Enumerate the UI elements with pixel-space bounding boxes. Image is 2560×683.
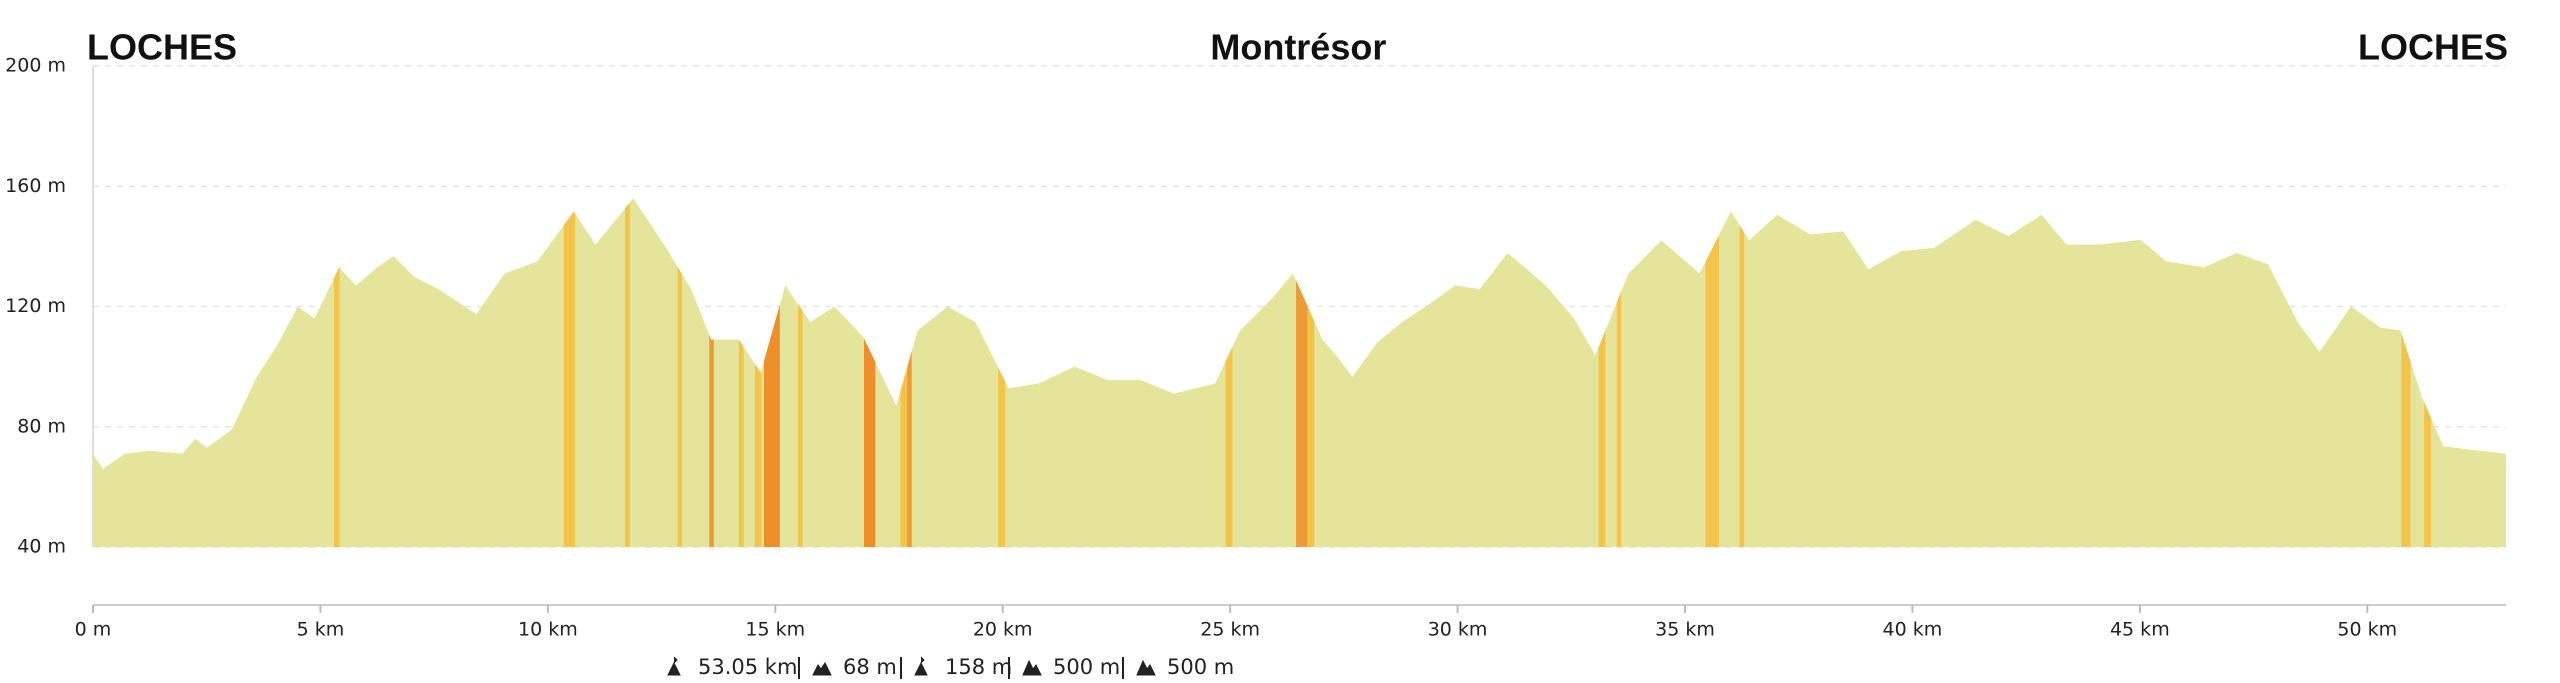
steep-segment [1225,198,1233,547]
stat-value: 500 m [1167,655,1234,679]
y-tick-label: 200 m [5,55,66,77]
x-tick-label: 35 km [1655,619,1715,641]
x-tick-label: 20 km [973,619,1033,641]
stat-icon [812,662,832,676]
stat-icon [1136,659,1156,676]
x-tick-label: 10 km [518,619,578,641]
steep-segment [2401,198,2411,547]
place-label: LOCHES [2358,27,2508,68]
steep-segment [907,198,912,547]
y-tick-label: 80 m [17,415,66,437]
x-tick-label: 0 m [75,619,112,641]
place-label: LOCHES [87,27,237,68]
y-tick-label: 40 m [17,536,66,558]
stat-value: 53.05 km [698,655,797,679]
place-label: Montrésor [1210,27,1386,68]
steep-segment [754,198,762,547]
x-tick-label: 15 km [745,619,805,641]
steep-segment [563,198,576,547]
steep-segment [1296,198,1308,547]
stat-value: 500 m [1053,655,1120,679]
stat-icon [914,656,928,676]
steep-segment [738,198,744,547]
steep-segment [1598,198,1606,547]
steep-segment [677,198,683,547]
steep-segment [625,198,630,547]
steep-segment [1705,198,1720,547]
x-tick-label: 45 km [2110,619,2170,641]
y-tick-label: 160 m [5,175,66,197]
x-tick-label: 50 km [2337,619,2397,641]
x-tick-label: 30 km [1428,619,1488,641]
steep-segment [863,198,876,547]
steep-segment [709,198,714,547]
steep-segment [998,198,1005,547]
stat-value: 158 m [945,655,1012,679]
stat-icon [1022,659,1042,676]
steep-segment [1616,198,1622,547]
x-tick-label: 5 km [297,619,345,641]
y-tick-label: 120 m [5,295,66,317]
x-tick-label: 25 km [1200,619,1260,641]
steep-segment [334,198,340,547]
stat-icon [667,656,681,676]
x-tick-label: 40 km [1883,619,1943,641]
steep-segment [1739,198,1745,547]
steep-segment [1307,198,1315,547]
steep-segment [798,198,803,547]
stat-value: 68 m [843,655,897,679]
